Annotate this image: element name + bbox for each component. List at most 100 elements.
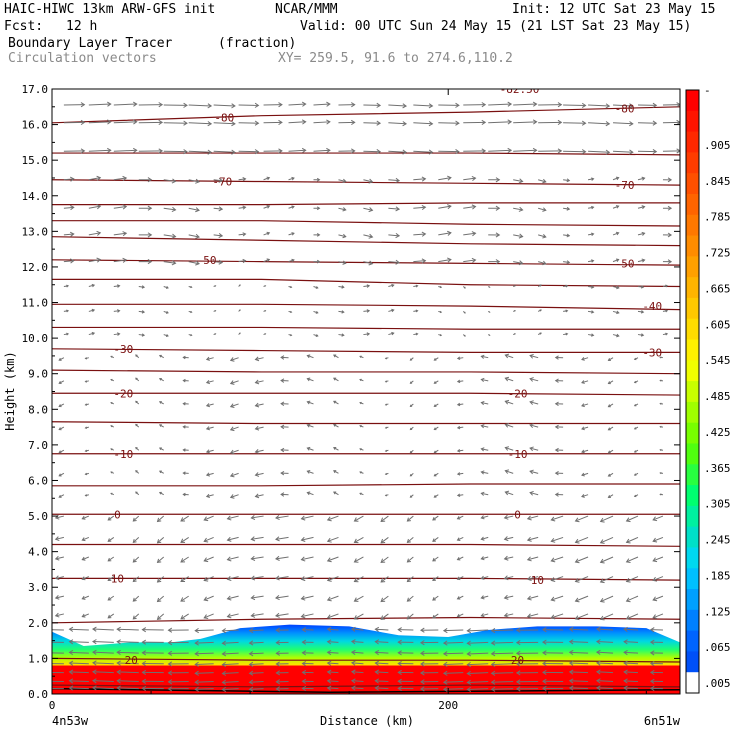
vector-arrow (280, 492, 289, 497)
vector-arrow (167, 627, 189, 633)
vector-arrow (110, 378, 115, 382)
vector-arrow (84, 449, 89, 453)
vector-arrow (462, 334, 466, 337)
vector-arrow (637, 205, 646, 210)
colorbar-swatch (686, 214, 699, 237)
vector-arrow (612, 333, 620, 338)
vector-arrow (238, 284, 241, 287)
plot-area: -80 -80 -70 -70 -50 -50 -40 -30 -30 -20 -20 -10 -10 0… (52, 89, 680, 694)
vector-arrow (254, 356, 264, 362)
vector-arrow (221, 640, 239, 646)
vector-arrow (280, 447, 289, 453)
vector-arrow (490, 661, 514, 667)
vector-arrow (388, 259, 401, 265)
vector-arrow (413, 121, 434, 127)
vector-arrow (384, 357, 389, 360)
vector-arrow (529, 490, 539, 496)
vector-arrow (213, 233, 224, 239)
vector-arrow (350, 685, 364, 691)
vector-arrow (363, 309, 371, 313)
contour-line (52, 220, 680, 227)
colorbar-swatch (686, 672, 699, 694)
vector-arrow (141, 678, 164, 684)
vector-arrow (338, 119, 356, 126)
vector-arrow (420, 640, 439, 646)
vector-arrow (275, 536, 289, 542)
vector-arrow (513, 260, 524, 266)
contour-line (52, 684, 680, 688)
vector-arrow (254, 449, 264, 454)
contour-line (52, 152, 680, 156)
vector-arrow (652, 576, 664, 582)
vector-arrow (306, 423, 314, 428)
vector-arrow (515, 640, 539, 646)
vector-arrow (384, 449, 389, 452)
contour-line (52, 278, 680, 288)
vector-arrow (607, 357, 614, 361)
vector-arrow (438, 149, 460, 155)
contour-label: -70 (615, 179, 635, 192)
colorbar-swatch (686, 651, 699, 673)
contour-line (52, 421, 680, 425)
vector-arrow (662, 205, 673, 211)
vector-arrow (68, 678, 89, 684)
vector-arrow (433, 380, 439, 384)
vector-arrow (135, 400, 140, 405)
vector-arrow (456, 379, 464, 384)
vector-arrow (420, 661, 439, 667)
vector-arrow (526, 576, 539, 581)
vector-arrow (326, 576, 339, 582)
vector-arrow (52, 687, 64, 690)
vector-arrow (480, 470, 489, 475)
vector-arrow (313, 259, 321, 264)
vector-arrow (599, 613, 614, 621)
vector-arrow (374, 649, 389, 656)
vector-arrow (213, 259, 224, 265)
vector-arrow (388, 177, 401, 183)
vector-arrow (456, 613, 464, 618)
colorbar-label: .425 (704, 426, 731, 439)
vector-arrow (438, 333, 443, 337)
vector-arrow (488, 232, 501, 238)
colorbar-swatch (686, 547, 699, 569)
vector-arrow (63, 119, 86, 126)
vector-arrow (397, 669, 414, 675)
vector-arrow (456, 515, 464, 520)
vector-arrow (526, 556, 539, 562)
vector-arrow (406, 613, 414, 620)
vector-arrow (649, 660, 663, 667)
vector-arrow (607, 472, 614, 477)
vector-arrow (63, 284, 70, 288)
colorbar-label: .665 (704, 282, 731, 295)
vector-arrow (623, 685, 639, 691)
vector-arrow (456, 425, 464, 430)
vector-arrow (68, 649, 89, 656)
vector-arrow (363, 284, 371, 288)
vector-arrow (480, 575, 489, 580)
vector-arrow (182, 355, 189, 360)
vector-arrow (353, 613, 364, 620)
vector-arrow (480, 595, 489, 600)
vector-arrow (463, 231, 477, 237)
vector-arrow (503, 555, 514, 561)
vector-arrow (420, 627, 439, 633)
vector-arrow (529, 423, 539, 429)
vector-arrow (599, 556, 614, 564)
contour-line (52, 303, 680, 311)
vector-arrow (563, 332, 569, 336)
vector-arrow (333, 446, 339, 451)
vector-arrow (275, 650, 289, 656)
vector-arrow (388, 331, 395, 336)
vector-arrow (568, 685, 589, 691)
vector-arrow (333, 470, 339, 474)
vector-arrow (238, 332, 241, 335)
vector-arrow (300, 613, 314, 619)
vector-arrow (167, 679, 189, 685)
vector-arrow (488, 147, 513, 153)
vector-arrow (463, 257, 477, 263)
vector-arrow (250, 536, 264, 542)
vector-arrow (226, 576, 239, 582)
vector-arrow (288, 258, 295, 263)
vector-arrow (138, 102, 164, 108)
vector-arrow (623, 649, 639, 656)
